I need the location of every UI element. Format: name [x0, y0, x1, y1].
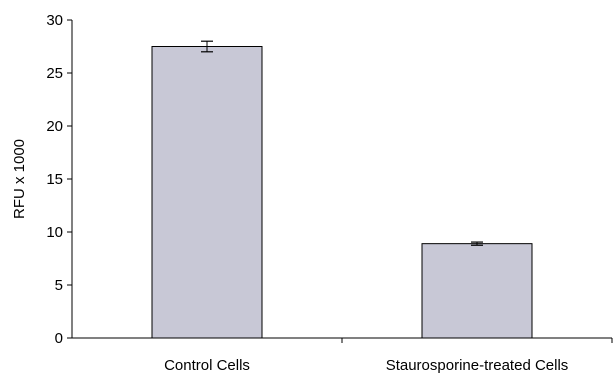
y-tick-label-30: 30 — [46, 12, 63, 29]
y-tick-label-10: 10 — [46, 224, 63, 241]
y-tick-label-5: 5 — [55, 277, 63, 294]
y-tick-label-25: 25 — [46, 65, 63, 82]
bar-1 — [151, 46, 263, 339]
x-ticks — [341, 338, 613, 343]
x-category-label-2: Staurosporine-treated Cells — [386, 357, 569, 374]
bars — [151, 46, 533, 339]
x-category-label-1: Control Cells — [164, 357, 250, 374]
y-tick-label-20: 20 — [46, 118, 63, 135]
x-category-labels: Control Cells Staurosporine-treated Cells — [164, 357, 568, 374]
error-bar-2 — [471, 241, 483, 246]
y-ticks: 0 5 10 15 20 25 30 — [46, 12, 72, 347]
bar-2 — [421, 243, 533, 339]
error-bar-1 — [201, 40, 213, 53]
y-tick-label-0: 0 — [55, 330, 63, 347]
y-axis-label: RFU x 1000 — [11, 139, 28, 219]
y-tick-label-15: 15 — [46, 171, 63, 188]
error-bars — [201, 40, 483, 246]
